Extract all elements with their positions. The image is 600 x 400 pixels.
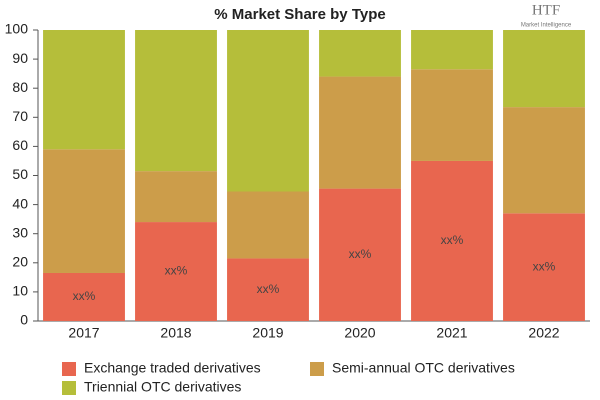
y-tick-label: 80 [12,79,28,95]
bar-segment [43,30,125,150]
x-tick-label: 2021 [436,325,467,341]
bar-segment [43,149,125,273]
bar-segment [319,76,401,189]
bar-segment [411,69,493,161]
bar-segment [411,30,493,70]
data-label: xx% [349,247,372,261]
bar-segment [135,171,217,223]
bar-segment [43,272,125,321]
y-tick-label: 40 [12,195,28,211]
data-label: xx% [257,282,280,296]
data-label: xx% [533,259,556,273]
data-label: xx% [73,289,96,303]
data-label: xx% [441,233,464,247]
y-tick-label: 60 [12,137,28,153]
legend-label: Exchange traded derivatives [84,360,261,376]
logo: HTF [532,2,560,18]
logo-subtext: Market Intelligence [521,23,572,29]
y-tick-label: 70 [12,108,28,124]
y-tick-label: 30 [12,224,28,240]
legend-swatch [62,362,76,376]
bar-segment [227,258,309,321]
bar-segment [503,30,585,108]
y-tick-label: 90 [12,50,28,66]
data-label: xx% [165,264,188,278]
bar-segment [227,191,309,259]
bar-segment [135,30,217,172]
legend-swatch [62,381,76,395]
bar-segment [411,160,493,321]
x-tick-label: 2017 [68,325,99,341]
bar-segment [319,30,401,77]
bar-segment [319,188,401,321]
y-tick-label: 0 [20,312,28,328]
x-tick-label: 2022 [528,325,559,341]
x-tick-label: 2019 [252,325,283,341]
x-tick-label: 2020 [344,325,375,341]
chart-title: % Market Share by Type [214,6,385,23]
legend-label: Triennial OTC derivatives [84,379,241,395]
x-tick-label: 2018 [160,325,191,341]
y-tick-label: 100 [5,21,29,37]
bar-segment [135,222,217,321]
y-tick-label: 10 [12,283,28,299]
legend-swatch [310,362,324,376]
bar-segment [227,30,309,192]
bar-segment [503,213,585,321]
bar-segment [503,107,585,214]
y-tick-label: 50 [12,166,28,182]
y-tick-label: 20 [12,254,28,270]
legend-label: Semi-annual OTC derivatives [332,360,515,376]
